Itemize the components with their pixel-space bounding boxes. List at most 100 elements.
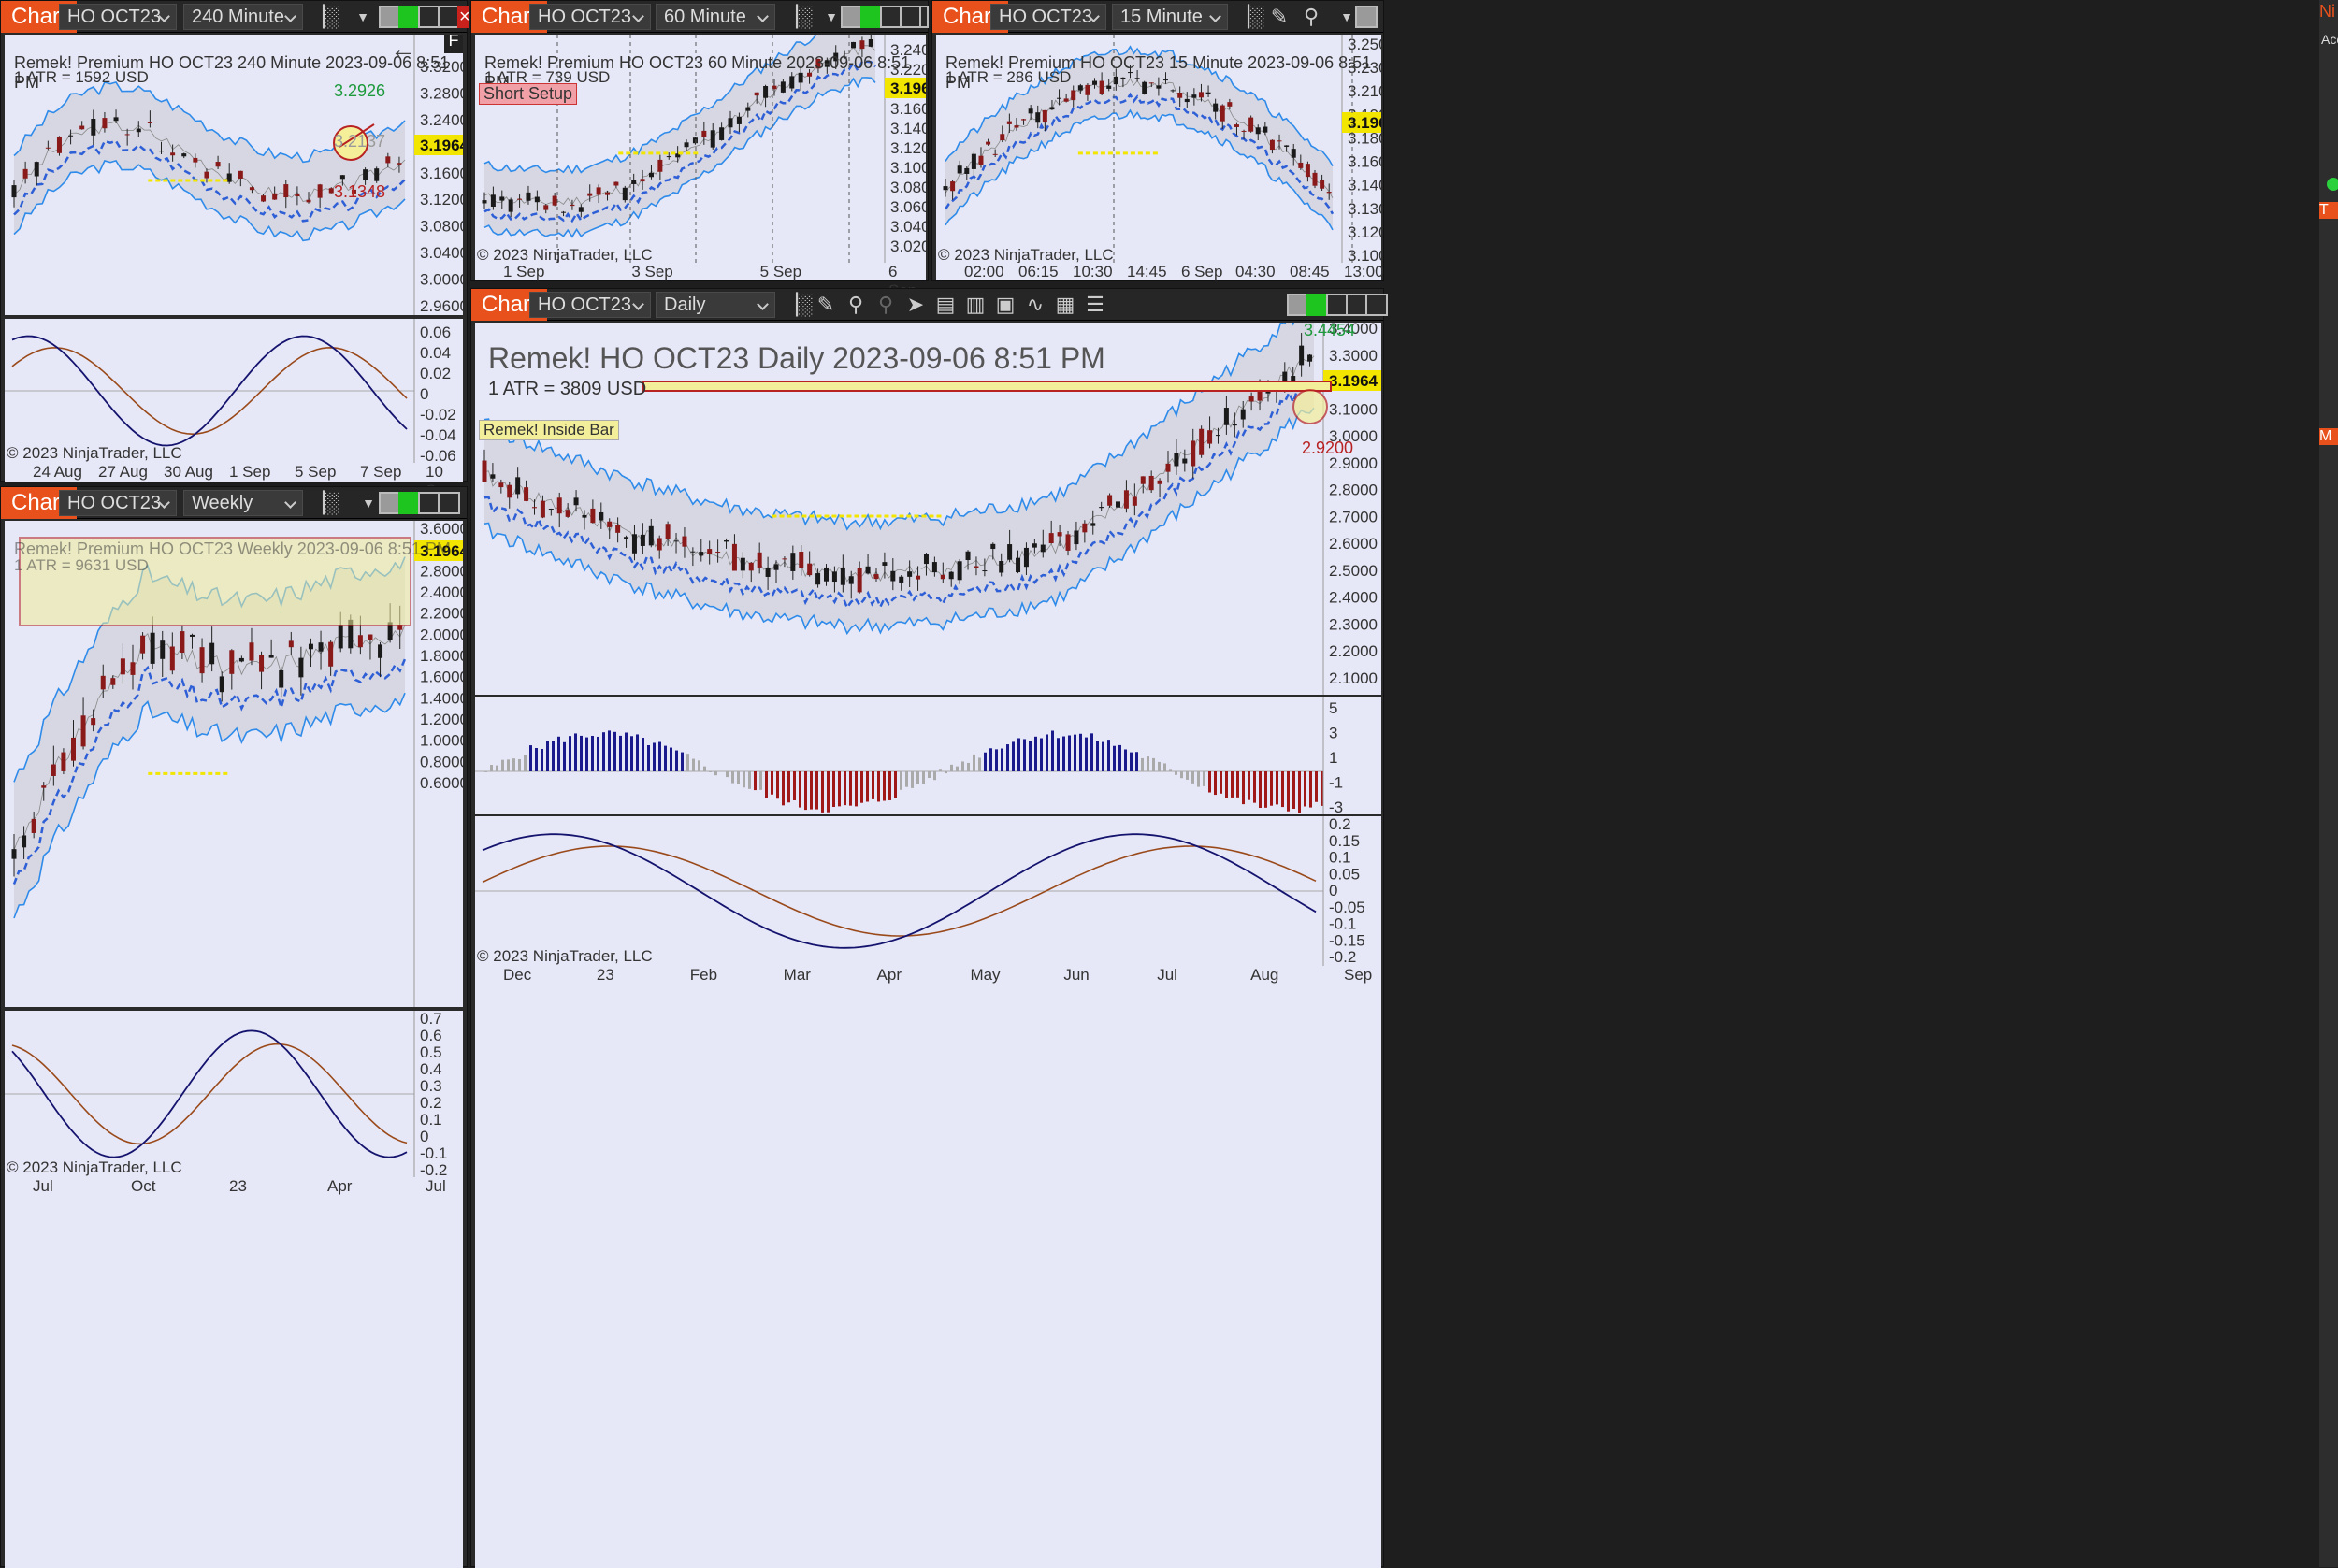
bar-type-icon[interactable]: ▕░ <box>782 1 810 33</box>
histogram-bar <box>1079 734 1082 771</box>
histogram-bar <box>989 748 992 771</box>
more-dropdown-icon[interactable]: ▼ <box>349 1 377 33</box>
pointer-icon[interactable]: ➤ <box>902 289 930 321</box>
time-tick-label: 1 Sep <box>229 463 270 482</box>
candle-body <box>490 474 495 478</box>
interval-selector[interactable]: Daily <box>656 292 775 318</box>
histogram-bar <box>883 771 886 800</box>
back-arrow-icon[interactable]: ← <box>390 35 416 65</box>
candle-body <box>259 655 264 671</box>
draw-tool-icon[interactable]: ✎ <box>1265 1 1293 33</box>
price-panel[interactable]: 3.60003.20002.80002.40002.20002.00001.80… <box>5 521 463 1007</box>
histogram-bar <box>1236 771 1239 798</box>
chart-toolbar: Chart HO OCT23 240 Minute ▕░ ▼ × <box>1 1 467 33</box>
histogram-bar <box>900 771 902 790</box>
candle-body <box>170 152 175 155</box>
bar-type-icon[interactable]: ▕░ <box>782 289 810 321</box>
histogram-bar <box>759 771 762 790</box>
instrument-selector[interactable]: HO OCT23 <box>529 292 651 318</box>
properties-icon[interactable]: ▥ <box>961 289 989 321</box>
interval-selector[interactable]: 60 Minute <box>656 4 775 30</box>
histogram-bar <box>1034 737 1037 771</box>
link-gray-button[interactable] <box>1355 6 1378 28</box>
histogram-bar <box>1102 742 1104 771</box>
candle-body <box>1066 534 1071 550</box>
candle-body <box>682 537 686 547</box>
price-panel[interactable]: 3.32003.28003.24003.20003.16003.12003.08… <box>5 35 463 315</box>
histogram-bar <box>799 771 801 808</box>
value-tick-label: 3.1600 <box>890 100 926 118</box>
candle-body <box>737 117 742 124</box>
histogram-bar <box>1124 749 1127 771</box>
close-button[interactable]: × <box>457 6 469 28</box>
zoom-in-icon[interactable]: ⚲ <box>842 289 870 321</box>
interval-value: 15 Minute <box>1120 7 1203 27</box>
histogram-bar <box>827 771 830 813</box>
candle-body <box>319 642 324 652</box>
candle-body <box>667 156 671 157</box>
histogram-bar <box>754 771 757 790</box>
indicators-icon[interactable]: ∿ <box>1021 289 1049 321</box>
instrument-selector[interactable]: HO OCT23 <box>990 4 1106 30</box>
instrument-selector[interactable]: HO OCT23 <box>59 4 177 30</box>
zoom-out-icon[interactable]: ⚲ <box>872 289 900 321</box>
price-panel[interactable]: 3.40003.30003.20003.10003.00002.90002.80… <box>475 323 1381 695</box>
draw-tool-icon[interactable]: ✎ <box>812 289 840 321</box>
price-panel[interactable]: 3.25003.23003.21003.19003.18003.16003.14… <box>936 35 1381 263</box>
candle-body <box>1191 94 1196 98</box>
instrument-value: HO OCT23 <box>999 7 1092 27</box>
candle-body <box>1224 408 1229 425</box>
snapshot-icon[interactable]: ▣ <box>991 289 1019 321</box>
candle-body <box>1182 459 1187 464</box>
list-icon[interactable]: ☰ <box>1081 289 1109 321</box>
interval-selector[interactable]: Weekly <box>183 490 303 516</box>
candle-body <box>978 156 983 165</box>
candle-body <box>1024 548 1029 567</box>
close-button[interactable] <box>919 6 929 28</box>
zoom-icon[interactable]: ⚲ <box>1297 1 1325 33</box>
value-tick-label: 0.15 <box>1329 832 1360 850</box>
candle-body <box>824 568 829 582</box>
histogram-bar <box>1315 771 1318 802</box>
instrument-selector[interactable]: HO OCT23 <box>529 4 651 30</box>
interval-selector[interactable]: 240 Minute <box>183 4 303 30</box>
maximize-button[interactable] <box>438 492 460 514</box>
bar-type-icon[interactable]: ▕░ <box>1234 1 1262 33</box>
histogram-bar <box>737 771 740 784</box>
interval-selector[interactable]: 15 Minute <box>1112 4 1228 30</box>
histogram-bar <box>698 760 700 771</box>
candle-body <box>329 188 334 193</box>
value-tick-label: 2.8000 <box>1329 482 1378 499</box>
candle-body <box>121 658 125 674</box>
bar-type-icon[interactable]: ▕░ <box>309 487 337 519</box>
bar-type-icon[interactable]: ▕░ <box>309 1 337 33</box>
f-button[interactable]: F <box>444 35 463 53</box>
candle-body <box>873 574 878 579</box>
histogram-bar <box>1231 771 1234 798</box>
candle-body <box>193 158 197 163</box>
histogram-bar <box>647 745 650 771</box>
candle-body <box>1124 490 1129 508</box>
instrument-selector[interactable]: HO OCT23 <box>59 490 177 516</box>
instrument-value: HO OCT23 <box>538 295 631 315</box>
histogram-bar <box>1203 771 1205 786</box>
data-box-icon[interactable]: ▤ <box>931 289 960 321</box>
candle-body <box>483 200 487 203</box>
candle-body <box>1327 192 1332 193</box>
close-button[interactable] <box>1365 294 1388 316</box>
time-tick-label: 1 Sep <box>503 263 544 281</box>
value-tick-label: 3.1600 <box>420 165 463 182</box>
chevron-down-icon <box>632 298 644 310</box>
histogram-bar <box>580 736 583 771</box>
candle-body <box>1199 429 1204 455</box>
price-panel[interactable]: 3.24003.22003.18003.16003.14003.12003.10… <box>475 35 926 263</box>
histogram-bar <box>1096 741 1099 771</box>
strategies-icon[interactable]: ▦ <box>1051 289 1079 321</box>
high-price-label: 3.4454 <box>1304 323 1355 340</box>
